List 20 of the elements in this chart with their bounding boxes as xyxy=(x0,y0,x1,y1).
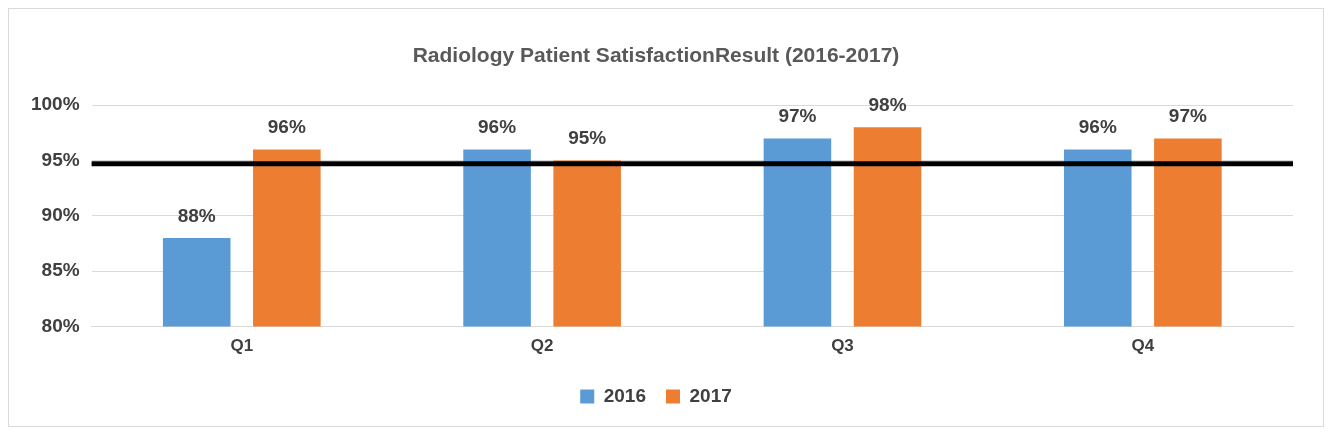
chart-title: Radiology Patient SatisfactionResult (2016-2017) xyxy=(412,43,900,67)
x-tick-label: Q2 xyxy=(530,336,554,356)
data-label: 88% xyxy=(177,204,216,226)
data-label: 98% xyxy=(868,94,907,116)
y-tick-label: 85% xyxy=(41,259,80,281)
legend-label: 2016 xyxy=(603,384,647,406)
data-label: 97% xyxy=(1168,105,1207,127)
x-tick-label: Q4 xyxy=(1131,336,1155,356)
y-tick-label: 95% xyxy=(41,148,80,170)
y-tick-label: 100% xyxy=(30,93,80,115)
data-label: 96% xyxy=(478,116,517,138)
legend-label: 2017 xyxy=(689,384,732,406)
y-tick-label: 80% xyxy=(41,314,80,336)
data-label: 96% xyxy=(267,116,306,138)
data-label: 97% xyxy=(778,105,817,127)
x-tick-label: Q1 xyxy=(230,336,254,356)
data-label: 96% xyxy=(1078,116,1117,138)
data-label: 95% xyxy=(568,127,607,149)
y-tick-label: 90% xyxy=(41,204,80,226)
x-tick-label: Q3 xyxy=(831,336,854,356)
